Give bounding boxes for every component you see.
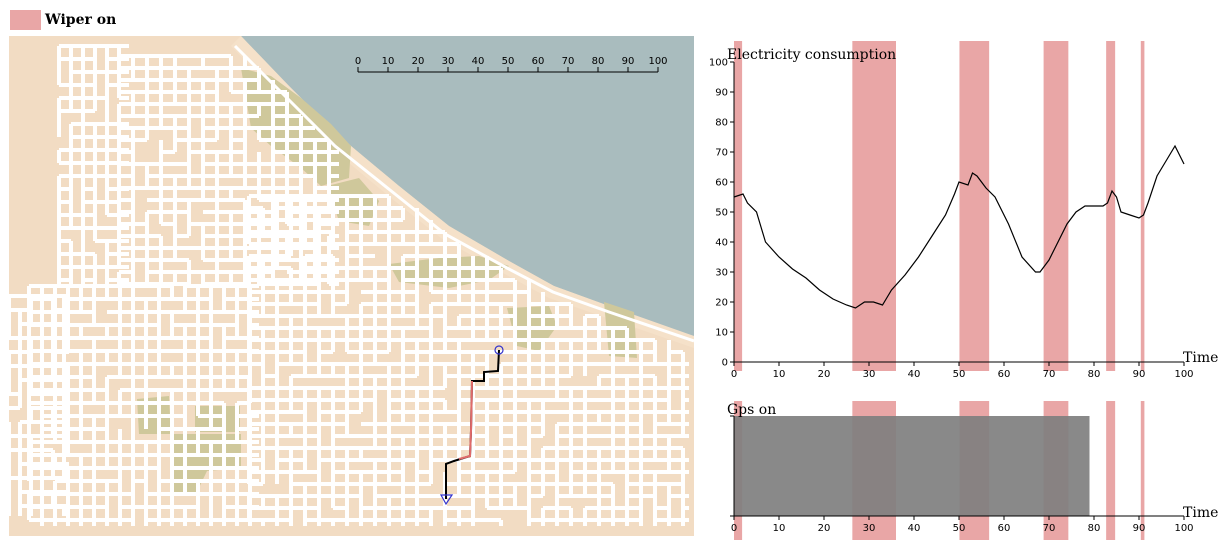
y-tick-label: 40	[715, 238, 728, 249]
scale-bar: 0 10 20 30 40 50 60 70 80 90 100	[355, 56, 668, 73]
x-tick-label: 100	[1174, 369, 1193, 380]
wiper-band	[1140, 401, 1145, 540]
x-tick-label: 0	[731, 369, 737, 380]
scale-tick-label: 60	[532, 56, 545, 67]
route-start-circle-icon	[494, 345, 504, 355]
x-tick-label: 40	[908, 369, 921, 380]
gps-area	[734, 416, 1090, 516]
y-tick-label: 60	[715, 178, 728, 189]
x-tick-label: 90	[1133, 369, 1146, 380]
y-tick-label: 50	[715, 208, 728, 219]
road-network	[9, 44, 694, 526]
y-tick-label: 20	[715, 298, 728, 309]
scale-tick-label: 100	[648, 56, 667, 67]
legend-swatch-wiper	[10, 10, 41, 30]
gps-x-tick-label: 20	[818, 523, 831, 534]
scale-tick-label: 50	[502, 56, 515, 67]
gps-on-area	[734, 416, 1090, 516]
x-tick-label: 10	[773, 369, 786, 380]
electricity-title: Electricity consumption	[727, 47, 896, 63]
scale-tick-label: 0	[355, 56, 361, 67]
city-map[interactable]: 0 10 20 30 40 50 60 70 80 90 100	[9, 36, 694, 536]
wiper-bands-top	[734, 41, 1145, 371]
electricity-xlabel: Time	[1183, 350, 1218, 366]
x-tick-label: 50	[953, 369, 966, 380]
scale-tick-label: 90	[622, 56, 635, 67]
gps-x-tick-label: 70	[1043, 523, 1056, 534]
y-tick-label: 80	[715, 118, 728, 129]
gps-x-tick-label: 10	[773, 523, 786, 534]
x-tick-label: 20	[818, 369, 831, 380]
gps-xlabel: Time	[1183, 505, 1218, 521]
gps-route-wiper-segment	[458, 380, 473, 460]
coastal-road	[233, 44, 694, 343]
scale-tick-label: 70	[562, 56, 575, 67]
wiper-band	[734, 41, 743, 371]
scale-tick-label: 80	[592, 56, 605, 67]
legend: Wiper on	[10, 9, 116, 31]
y-tick-label: 70	[715, 148, 728, 159]
gps-x-tick-label: 30	[863, 523, 876, 534]
gps-x-tick-label: 40	[908, 523, 921, 534]
scale-tick-label: 20	[412, 56, 425, 67]
gps-x-tick-label: 0	[731, 523, 737, 534]
map-water	[241, 36, 694, 336]
wiper-band	[1140, 41, 1145, 371]
gps-x-tick-label: 90	[1133, 523, 1146, 534]
electricity-axes: 0 10 20 30 40 50 60 70 80 90 100 0 10 20 30 40 50 60 70 80 9…	[709, 58, 1194, 381]
gps-x-tick-label: 100	[1174, 523, 1193, 534]
electricity-line	[733, 144, 1185, 309]
wiper-band	[1043, 41, 1069, 371]
gps-x-tick-label: 50	[953, 523, 966, 534]
gps-title: Gps on	[727, 402, 776, 418]
route-end-triangle-icon	[439, 494, 454, 506]
x-tick-label: 30	[863, 369, 876, 380]
y-tick-label: 0	[722, 358, 728, 369]
x-tick-label: 60	[998, 369, 1011, 380]
y-tick-label: 100	[709, 58, 728, 69]
scale-tick-label: 40	[472, 56, 485, 67]
gps-axes: 0 10 20 30 40 50 60 70 80 90 100	[730, 415, 1194, 534]
y-tick-label: 10	[715, 328, 728, 339]
scale-tick-label: 10	[382, 56, 395, 67]
wiper-band	[1106, 41, 1116, 371]
y-tick-label: 90	[715, 88, 728, 99]
park	[327, 178, 379, 226]
scale-tick-label: 30	[442, 56, 455, 67]
y-tick-label: 30	[715, 268, 728, 279]
x-tick-label: 70	[1043, 369, 1056, 380]
wiper-band	[852, 41, 896, 371]
charts-panel: 0 10 20 30 40 50 60 70 80 90 100 0 10 20 30 40 50 60 70 80 9…	[700, 36, 1230, 540]
legend-label-wiper: Wiper on	[45, 12, 117, 28]
map-canvas[interactable]: 0 10 20 30 40 50 60 70 80 90 100	[9, 36, 694, 536]
gps-x-tick-label: 80	[1088, 523, 1101, 534]
wiper-band	[959, 41, 990, 371]
wiper-band	[1106, 401, 1116, 540]
x-tick-label: 80	[1088, 369, 1101, 380]
gps-x-tick-label: 60	[998, 523, 1011, 534]
